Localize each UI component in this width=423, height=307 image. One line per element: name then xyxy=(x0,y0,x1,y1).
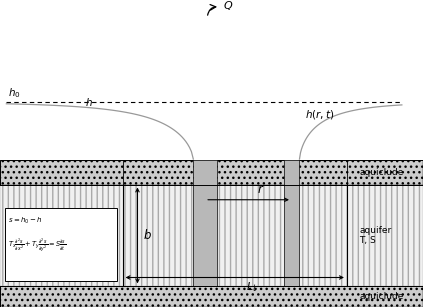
Text: $s = h_0 - h$: $s = h_0 - h$ xyxy=(8,216,43,226)
Text: aquiclude: aquiclude xyxy=(360,292,404,301)
Bar xyxy=(193,14,217,286)
Bar xyxy=(0,160,423,185)
Text: $h(r,t)$: $h(r,t)$ xyxy=(305,107,334,121)
Text: $r$: $r$ xyxy=(258,183,265,196)
Bar xyxy=(284,96,299,286)
Bar xyxy=(0,160,423,185)
Text: aquiclude: aquiclude xyxy=(360,168,404,177)
Text: aquifer
T, S: aquifer T, S xyxy=(360,226,392,245)
Bar xyxy=(193,14,217,160)
Text: $h_0$: $h_0$ xyxy=(8,86,21,100)
Bar xyxy=(0,0,423,160)
Bar xyxy=(284,96,299,160)
Bar xyxy=(0,286,423,307)
Text: $L_t$: $L_t$ xyxy=(246,281,258,294)
Bar xyxy=(0,185,423,286)
Text: $T_x\frac{\partial^2 s}{\partial x^2}+T_y\frac{\partial^2 s}{\partial y^2}=S\fra: $T_x\frac{\partial^2 s}{\partial x^2}+T_… xyxy=(8,237,66,255)
Text: $h$: $h$ xyxy=(85,96,93,108)
Bar xyxy=(0,286,423,307)
Bar xyxy=(5,208,117,282)
Text: $Q$: $Q$ xyxy=(223,0,233,12)
Bar xyxy=(0,185,423,286)
Text: $b$: $b$ xyxy=(143,228,151,243)
